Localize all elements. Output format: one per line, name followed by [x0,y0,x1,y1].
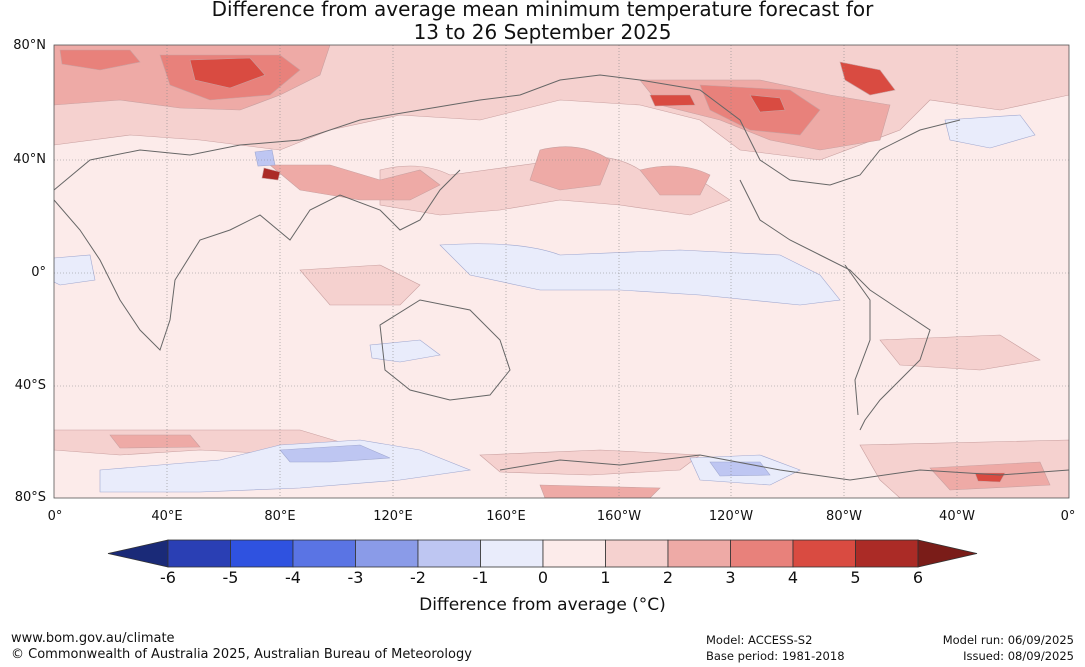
lat-label-80n: 80°N [13,38,46,53]
colorbar-extend-low [107,539,169,568]
colorbar-tick-label: 6 [912,568,924,587]
coastlines [54,74,1069,481]
colorbar-label: Difference from average (°C) [419,595,666,615]
colorbar-band [542,539,606,568]
lon-label-160w: 160°W [596,509,642,524]
lon-label-120e: 120°E [373,509,413,524]
footer-website: www.bom.gov.au/climate [11,631,175,646]
colorbar-band [480,539,544,568]
lat-label-0: 0° [31,265,46,280]
colorbar-band [292,539,356,568]
lon-label-0-left: 0° [47,509,63,524]
colorbar-tick-label: 3 [725,568,736,587]
lat-label-40s: 40°S [14,378,46,393]
colorbar-band [855,539,919,568]
footer-issued: Issued: 08/09/2025 [963,649,1074,663]
colorbar-tick-label: 5 [850,568,861,587]
footer-model: Model: ACCESS-S2 [706,633,813,647]
lat-label-40n: 40°N [13,152,46,167]
colorbar-tick-label: 4 [787,568,799,587]
map-title-line2: 13 to 26 September 2025 [413,20,672,44]
colorbar-tick-label: 1 [600,568,611,587]
map-frame [53,44,1070,499]
colorbar-band [417,539,481,568]
colorbar-tick-label: -3 [347,568,364,587]
colorbar-tick-label: -4 [285,568,301,587]
lat-label-80s: 80°S [14,490,46,505]
lon-label-80w: 80°W [826,509,862,524]
footer-base-period: Base period: 1981-2018 [706,649,845,663]
cool-anomaly-regions [54,114,1036,493]
colorbar-extend-high [917,539,978,568]
lon-label-160e: 160°E [486,509,526,524]
lon-label-40e: 40°E [151,509,183,524]
colorbar-tick-label: -2 [410,568,426,587]
forecast-map [53,44,1070,499]
colorbar-tick-label: -1 [472,568,489,587]
map-title-line1: Difference from average mean minimum tem… [211,0,874,21]
lon-label-0-right: 0° [1060,509,1076,524]
lon-label-80e: 80°E [264,509,296,524]
colorbar-band [167,539,231,568]
lon-label-40w: 40°W [939,509,975,524]
colorbar-tick-label: 2 [662,568,674,587]
colorbar-band [355,539,419,568]
footer-model-run: Model run: 06/09/2025 [942,633,1074,647]
colorbar-band [667,539,731,568]
colorbar-band [230,539,294,568]
colorbar-band [792,539,856,568]
lon-label-120w: 120°W [708,509,754,524]
colorbar-tick-label: 0 [537,568,549,587]
colorbar-band [730,539,794,568]
footer-copyright: © Commonwealth of Australia 2025, Austra… [11,647,472,662]
warm-anomaly-regions [54,45,1069,498]
colorbar [107,539,978,568]
colorbar-tick-label: -5 [222,568,239,587]
colorbar-tick-label: -6 [160,568,176,587]
colorbar-band [605,539,669,568]
map-gridlines [54,45,1069,498]
